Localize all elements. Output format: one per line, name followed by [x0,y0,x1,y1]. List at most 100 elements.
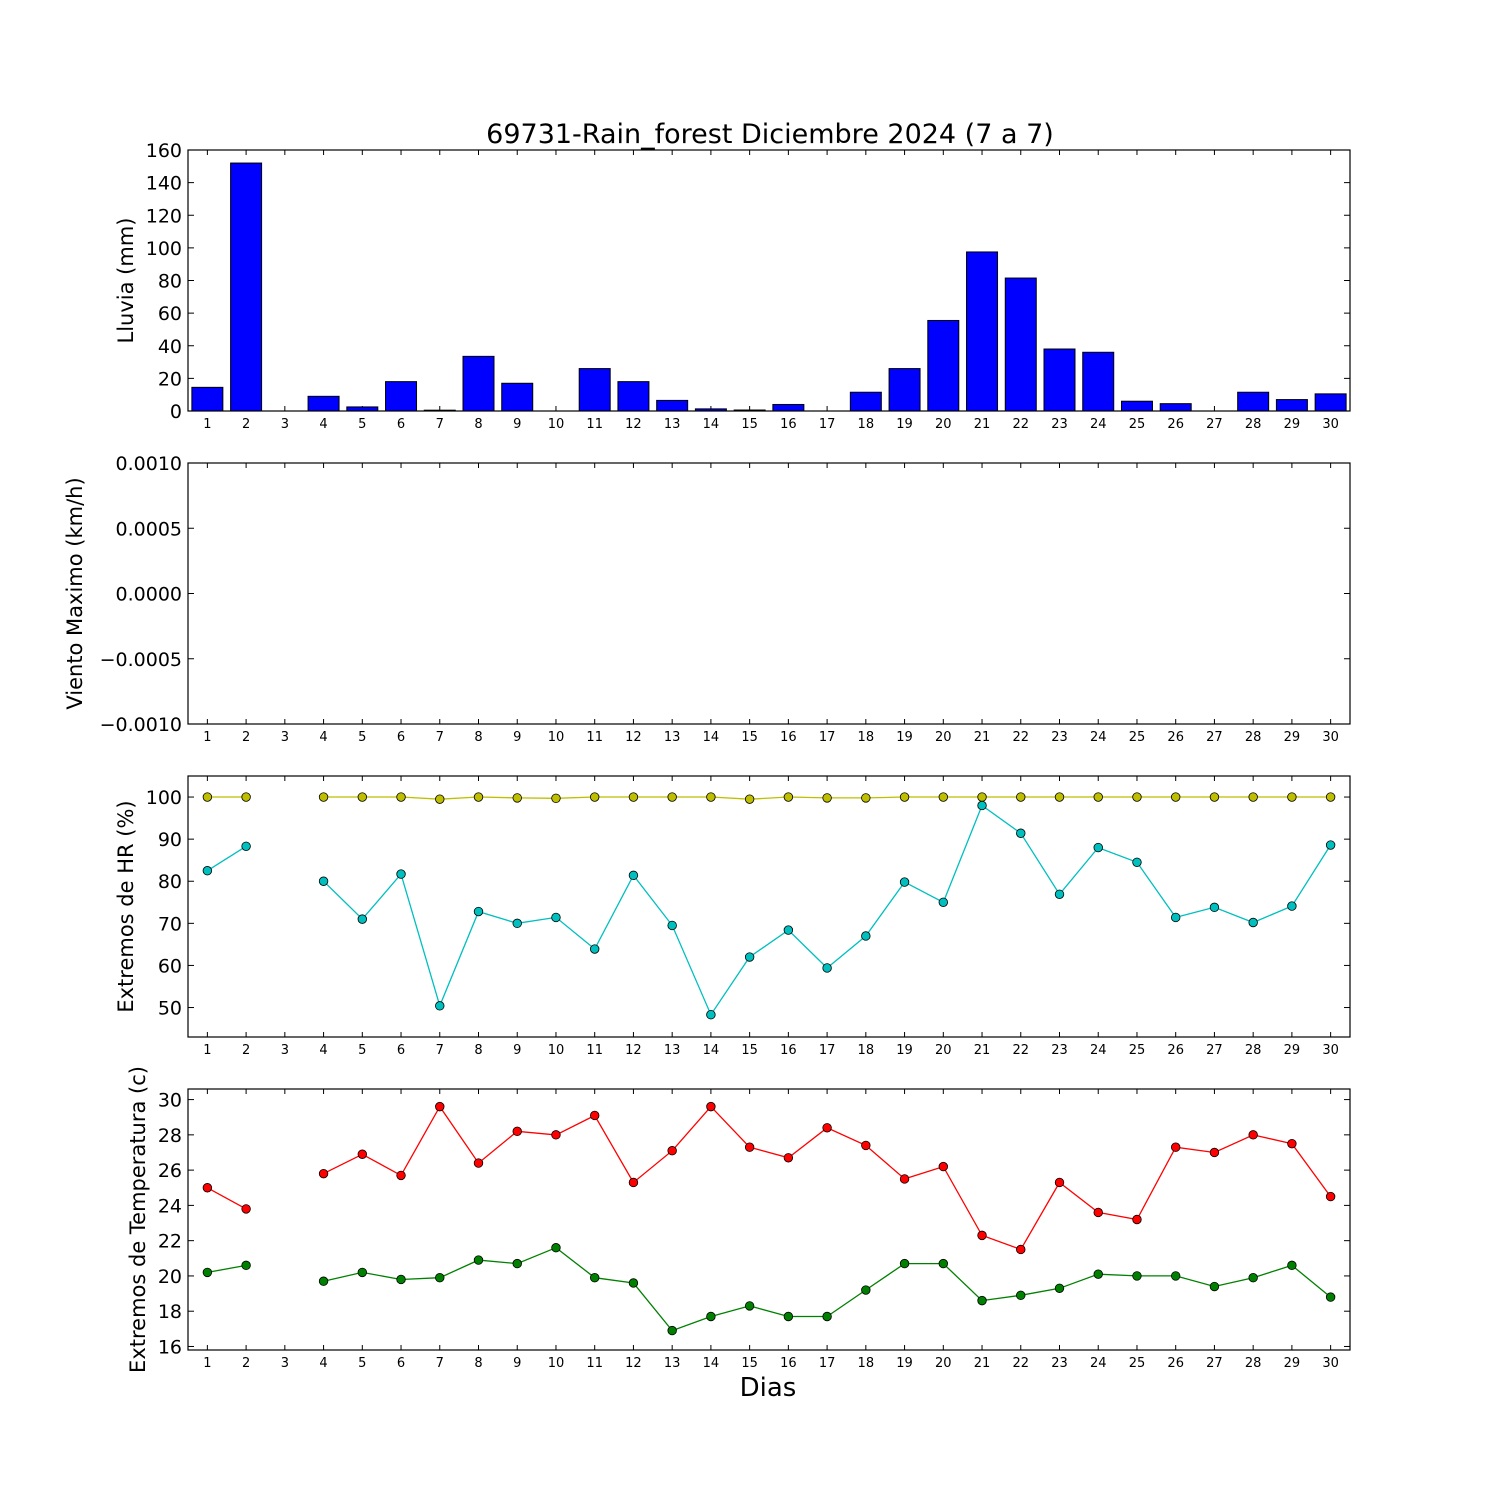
y-tick-label: 50 [158,998,182,1020]
rain-bar-day-30 [1314,393,1347,412]
data-point-day-26 [1170,1142,1181,1152]
x-tick-label: 4 [319,1356,327,1371]
data-point-day-15 [744,794,755,804]
y-tick-label: 160 [146,140,182,162]
y-tick-label: 0.0010 [116,453,182,475]
x-tick-label: 12 [625,417,642,432]
data-point-day-22 [1016,1290,1026,1301]
x-tick-label: 3 [281,1356,289,1371]
data-point-day-21 [977,792,987,802]
x-tick-label: 14 [703,1356,720,1371]
rain-bar-day-26 [1159,403,1192,412]
data-point-day-20 [938,1258,949,1269]
data-point-day-30 [1325,1292,1336,1302]
x-tick-label: 7 [436,1356,444,1371]
x-tick-label: 2 [242,730,250,745]
data-point-day-26 [1170,1271,1181,1281]
data-point-day-7 [435,1272,445,1283]
x-tick-label: 3 [281,730,289,745]
x-tick-label: 9 [513,730,521,745]
data-point-day-4 [318,1276,329,1286]
data-point-day-10 [551,912,561,923]
data-point-day-25 [1132,1271,1142,1281]
x-tick-label: 12 [625,730,642,745]
x-tick-label: 11 [586,1356,603,1371]
x-tick-label: 17 [819,417,836,432]
rain-bar-day-19 [888,368,921,412]
x-tick-label: 20 [935,1043,952,1058]
series-1 [202,792,1336,804]
data-point-day-11 [590,1272,600,1283]
data-point-day-27 [1209,902,1220,913]
data-point-day-1 [202,1183,213,1193]
x-tick-label: 15 [741,730,758,745]
x-tick-label: 25 [1129,1043,1146,1058]
x-tick-label: 29 [1284,417,1301,432]
x-tick-label: 18 [858,1356,875,1371]
y-tick-label: 28 [158,1125,182,1147]
x-tick-label: 3 [281,417,289,432]
x-tick-label: 19 [896,1043,913,1058]
x-tick-label: 20 [935,730,952,745]
x-tick-label: 7 [436,417,444,432]
data-point-day-14 [706,1311,716,1322]
y-tick-label: 16 [158,1336,182,1358]
x-tick-label: 25 [1129,417,1146,432]
data-point-day-4 [318,792,329,802]
x-tick-label: 28 [1245,1356,1262,1371]
axes-frame [187,462,1351,725]
y-tick-label: 100 [146,238,182,260]
x-tick-label: 27 [1206,730,1223,745]
data-point-day-11 [590,1110,600,1121]
x-tick-label: 22 [1012,417,1029,432]
x-tick-label: 1 [203,417,211,432]
y-axis-label: Lluvia (mm) [114,218,138,344]
series-line [207,1264,247,1274]
data-point-day-28 [1248,1130,1258,1140]
x-tick-label: 12 [625,1043,642,1058]
data-point-day-5 [357,914,368,924]
rain-bar-day-21 [966,251,999,412]
x-tick-label: 9 [513,1043,521,1058]
x-tick-label: 7 [436,1043,444,1058]
y-tick-label: 70 [158,913,182,935]
x-tick-label: 25 [1129,730,1146,745]
data-point-day-30 [1325,1191,1336,1202]
rain-bar-day-4 [307,395,340,412]
x-tick-label: 23 [1051,1356,1068,1371]
x-tick-label: 17 [819,1043,836,1058]
x-tick-label: 16 [780,730,797,745]
x-tick-label: 27 [1206,1043,1223,1058]
data-point-day-10 [551,1243,561,1253]
data-point-day-21 [977,800,987,811]
y-tick-label: 100 [146,787,182,809]
data-point-day-30 [1325,792,1336,802]
data-point-day-14 [706,1009,716,1020]
x-tick-label: 14 [703,730,720,745]
x-tick-label: 27 [1206,1356,1223,1371]
data-point-day-4 [318,876,329,886]
data-point-day-2 [241,1260,251,1271]
data-point-day-12 [628,1278,639,1288]
data-point-day-12 [628,792,639,802]
data-point-day-9 [512,918,522,929]
data-point-day-21 [977,1230,987,1241]
y-tick-label: 24 [158,1195,182,1217]
data-point-day-12 [628,870,639,881]
x-tick-label: 17 [819,1356,836,1371]
data-point-day-19 [899,792,910,802]
series-line [207,1187,247,1210]
data-point-day-1 [202,1267,213,1278]
data-point-day-8 [473,906,484,917]
rain-bar-day-8 [462,355,495,412]
y-tick-label: 18 [158,1301,182,1323]
rain-bar-day-5 [346,406,379,412]
x-tick-label: 8 [474,1043,482,1058]
data-point-day-13 [667,792,677,802]
data-point-day-25 [1132,857,1142,867]
x-tick-label: 13 [664,730,681,745]
x-tick-label: 23 [1051,417,1068,432]
data-point-day-9 [512,1126,522,1137]
y-tick-label: 40 [158,336,182,358]
